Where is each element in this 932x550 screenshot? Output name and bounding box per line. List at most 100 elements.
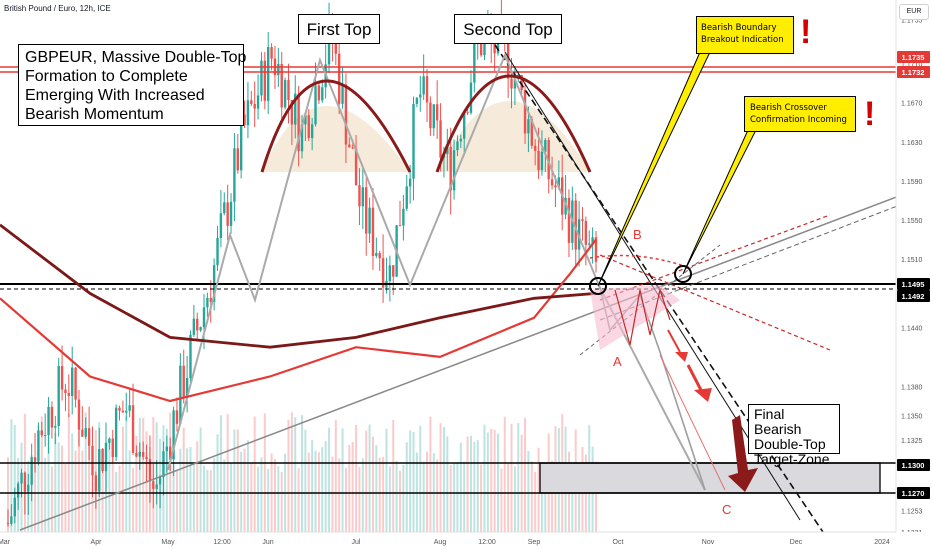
currency-badge[interactable]: EUR [899,4,929,20]
candle-body [158,477,162,485]
y-axis-panel[interactable] [896,0,932,550]
candle-body [402,208,405,226]
volume-bar [321,447,324,532]
volume-bar [537,447,540,532]
x-axis-panel[interactable] [0,532,932,550]
crossover-callout-line-1: Bearish Crossover [750,103,827,113]
candle-body [175,410,179,424]
volume-bar [351,442,354,532]
candle-body [550,179,554,186]
volume-bar [540,463,543,532]
trend-lines [0,44,929,536]
volume-bar [388,466,391,532]
volume-bar [243,448,246,532]
candle-body [47,406,50,436]
volume-bar [216,434,219,532]
volume-bar [196,441,199,532]
volume-bar [507,463,510,532]
candle-body [469,82,473,113]
candle-body [557,177,561,188]
volume-bar [223,459,226,532]
volume-bar [500,468,503,532]
ma-slow-line [0,223,597,349]
symbol-header[interactable]: British Pound / Euro, 12h, ICE [4,4,111,13]
x-tick-label: Jul [352,539,361,546]
volume-bar [371,436,374,532]
candle-body [533,145,537,151]
volume-bar [230,462,233,532]
breakout-callout-line-1: Bearish Boundary [701,23,777,33]
candle-body [368,207,371,234]
volume-bar [67,413,70,532]
candle-body [554,185,557,188]
first-top-label: First Top [298,14,380,44]
volume-bar [206,470,209,532]
y-tick-label: 1.1380 [901,384,923,391]
x-tick-label: Oct [613,539,624,546]
volume-bar [405,442,408,532]
volume-bar [517,423,520,532]
second-top-dome-fill [437,101,590,172]
crossover-callout: Bearish Crossover Confirmation Incoming [744,96,856,132]
candle-body [104,442,108,472]
candle-body [300,124,304,152]
crossover-circle [674,265,692,283]
candle-body [135,452,138,457]
candle-body [537,150,540,171]
volume-bar [175,470,178,532]
candle-body [277,64,280,76]
volume-bar [135,435,138,532]
arrow-3 [728,415,758,492]
volume-bar [311,440,314,532]
volume-bar [399,470,401,532]
wave-c-label: C [722,502,732,517]
candle-body [236,148,239,171]
candle-body [87,428,91,446]
candle-body [108,438,111,443]
y-tick-label: 1.1710 [901,62,923,69]
volume-bar [128,450,131,532]
candle-body [196,318,199,331]
candle-body [456,141,459,151]
volume-bar [280,471,283,532]
volume-bar [213,458,216,532]
x-tick-label: Jun [262,539,273,546]
candle-body [510,78,513,89]
volume-bar [74,450,77,532]
arrow-2-head [694,388,712,402]
candle-body [118,407,121,411]
candle-body [169,446,172,460]
candle-body [588,243,591,245]
volume-bar [334,420,337,532]
volume-bar [142,418,145,532]
volume-bar [77,427,80,532]
candle-body [544,140,547,152]
volume-bar [121,426,124,532]
candle-body [13,497,16,517]
candle-body [283,80,287,108]
title-line-4: Bearish Momentum [25,106,164,123]
volume-bar [44,457,47,532]
price-label: 1.1492 [902,292,925,301]
price-label-bg [897,66,930,78]
volume-bar [240,451,243,532]
volume-bar [469,435,472,532]
volume-bar [520,434,523,532]
candle-body [256,95,260,109]
candle-body [354,148,358,186]
candle-body [388,265,392,282]
volume-bar [476,440,479,532]
crossover-callout-line-2: Confirmation Incoming [750,115,847,125]
x-tick-label: Nov [702,539,715,546]
candle-body [155,484,158,489]
volume-bar [466,436,469,532]
candle-body [128,405,131,411]
volume-bar [527,450,530,532]
volume-bar [88,443,91,532]
candle-body [114,407,118,458]
candle-body [415,97,419,104]
candle-body [239,114,243,171]
candle-body [10,516,13,524]
candle-body [297,93,300,152]
